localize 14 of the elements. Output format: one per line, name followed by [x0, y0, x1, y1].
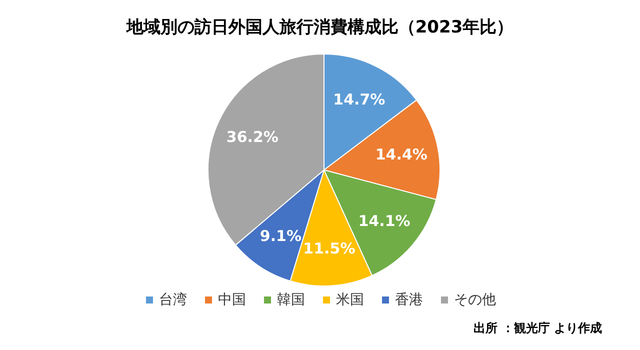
legend-label: その他 — [454, 292, 496, 308]
legend-label: 台湾 — [159, 292, 187, 308]
legend-label: 米国 — [336, 292, 364, 308]
chart-title: 地域別の訪日外国人旅行消費構成比（2023年比） — [125, 18, 514, 38]
data-label: 14.1% — [358, 212, 410, 230]
data-label: 14.4% — [375, 146, 428, 164]
data-label: 9.1% — [260, 226, 302, 245]
text: 出所 ：観光庁 より作成 — [474, 321, 602, 335]
data-label: 14.7% — [333, 90, 386, 108]
legend-label: 中国 — [218, 292, 246, 308]
legend-label: 香港 — [395, 292, 423, 308]
legend-label: 韓国 — [277, 292, 305, 308]
data-label: 11.5% — [303, 240, 356, 258]
data-label: 36.2% — [226, 128, 278, 146]
